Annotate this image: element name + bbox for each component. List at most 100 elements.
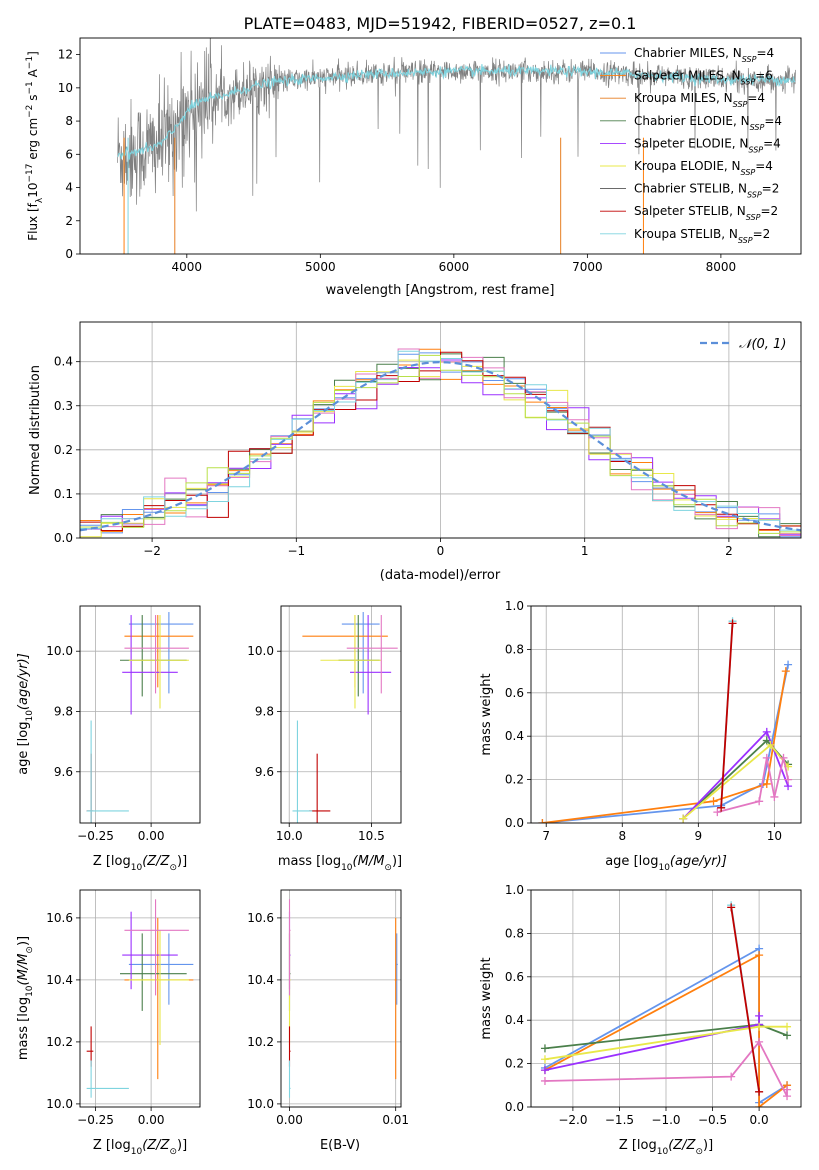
plot-area: [86, 612, 194, 823]
y-tick-label: 0.8: [505, 642, 524, 656]
y-tick-label: 0.2: [505, 773, 524, 787]
mass-weight-marker: [727, 903, 736, 912]
mass-weight-marker: [783, 1085, 792, 1094]
axes-frame: [79, 605, 201, 824]
y-tick-label: 9.8: [255, 704, 274, 718]
y-tick-label: 0: [65, 247, 73, 261]
x-tick-label: −0.25: [77, 829, 114, 843]
y-tick-label: 0.4: [505, 729, 524, 743]
legend-entry: Chabrier MILES, NSSP=4: [634, 46, 774, 64]
legend-entry: 𝒩(0, 1): [739, 337, 786, 352]
axis-label: Z [log10(Z/Z⊙)]: [93, 854, 187, 873]
mass-weight-line: [544, 953, 788, 1107]
age-vs-metallicity-panel: −0.25 0.00 9.6 9.8 10.0 Z [log10(Z/Z⊙)] age [l…: [16, 605, 201, 873]
y-tick-label: 0.6: [505, 970, 524, 984]
x-tick-label: 7: [542, 829, 550, 843]
y-tick-label: 0.2: [54, 443, 73, 457]
x-tick-label: 0.00: [276, 1113, 303, 1127]
axes-frame: [79, 321, 802, 539]
y-tick-label: 0.0: [505, 816, 524, 830]
mass-weight-marker: [762, 779, 771, 788]
legend-entry: Kroupa MILES, NSSP=4: [634, 91, 765, 109]
mass-weight-marker: [755, 797, 764, 806]
mass-weight-marker: [783, 1022, 792, 1031]
spectrum-panel: 4000 5000 6000 7000 8000 0 2 4 6 8 10 12 wavelength …: [25, 37, 802, 298]
mass-weight-line: [542, 670, 787, 823]
x-tick-label: −0.5: [698, 1113, 727, 1127]
y-tick-label: 0.0: [505, 1100, 524, 1114]
x-tick-label: 5000: [305, 260, 336, 274]
y-tick-label: 10.4: [247, 973, 274, 987]
y-tick-label: 6: [65, 147, 73, 161]
y-tick-label: 10.0: [46, 1097, 73, 1111]
x-tick-label: 1: [581, 544, 589, 558]
mass-weight-marker: [770, 792, 779, 801]
y-axis-label: mass weight: [479, 673, 494, 755]
mass-weight-marker: [779, 753, 788, 762]
model-spectrum-line: [117, 64, 796, 160]
y-tick-label: 0.8: [505, 926, 524, 940]
x-tick-label: 8: [618, 829, 626, 843]
mass-weight-marker: [783, 1031, 792, 1040]
x-axis-label: (data-model)/error: [380, 568, 501, 583]
x-tick-label: −1.5: [605, 1113, 634, 1127]
mass-weight-marker: [781, 667, 790, 676]
figure-title: PLATE=0483, MJD=51942, FIBERID=0527, z=0…: [244, 14, 637, 33]
legend-entry: Kroupa ELODIE, NSSP=4: [634, 159, 773, 177]
y-tick-label: 8: [65, 114, 73, 128]
mass-weight-marker: [755, 951, 764, 960]
plot-area: [538, 617, 793, 823]
mass-weight-marker: [784, 660, 793, 669]
mass-weight-marker: [762, 753, 771, 762]
mass-weight-marker: [709, 797, 718, 806]
y-tick-label: 10: [58, 81, 73, 95]
axes-frame: [280, 605, 402, 824]
x-tick-label: 0.00: [138, 1113, 165, 1127]
axes-frame: [530, 889, 802, 1108]
y-tick-label: 0.1: [54, 487, 73, 501]
y-tick-label: 10.4: [46, 973, 73, 987]
x-tick-label: 8000: [706, 260, 737, 274]
y-axis-label: Normed distribution: [28, 365, 43, 495]
mass-weight-marker: [762, 727, 771, 736]
legend-entry: Salpeter ELODIE, NSSP=4: [634, 136, 781, 154]
mass-weight-marker: [540, 1044, 549, 1053]
residual-histogram-panel: −2 −1 0 1 2 0.0 0.1 0.2 0.3 0.4 (data-model)/error…: [28, 321, 802, 583]
y-tick-label: 0.4: [54, 355, 73, 369]
axis-label: mass [log10(M/M⊙)]: [278, 854, 402, 873]
mass-weight-marker: [540, 1066, 549, 1075]
x-tick-label: 0.0: [750, 1113, 769, 1127]
plot-area: [86, 899, 194, 1098]
axis-label: Z [log10(Z/Z⊙)]: [93, 1138, 187, 1157]
axis-label: age [log10(age/yr)]: [605, 854, 727, 873]
x-tick-label: −2.0: [558, 1113, 587, 1127]
x-tick-label: −2: [143, 544, 161, 558]
mass-weight-marker: [755, 1022, 764, 1031]
mass-weight-vs-metallicity-panel: −2.0 −1.5 −1.0 −0.5 0.0 0.0 0.2 0.4 0.6 0.8 1.0 mas…: [479, 883, 802, 1157]
mass-weight-marker: [755, 1037, 764, 1046]
x-axis-label: E(B-V): [320, 1138, 360, 1153]
mass-weight-marker: [540, 1055, 549, 1064]
mass-weight-line: [717, 757, 789, 813]
mass-weight-line: [542, 664, 789, 823]
y-tick-label: 4: [65, 181, 73, 195]
axes-frame: [79, 889, 201, 1108]
plot-area: [288, 899, 398, 1098]
x-tick-label: 6000: [439, 260, 470, 274]
x-tick-label: 10.0: [276, 829, 303, 843]
y-tick-label: 10.2: [247, 1035, 274, 1049]
x-tick-label: 4000: [172, 260, 203, 274]
mass-weight-marker: [713, 808, 722, 817]
y-tick-label: 10.6: [46, 911, 73, 925]
y-tick-label: 9.8: [54, 704, 73, 718]
legend-entry: Kroupa STELIB, NSSP=2: [634, 227, 770, 245]
mass-weight-line: [730, 907, 760, 1092]
x-tick-label: 2: [725, 544, 733, 558]
mass-weight-marker: [540, 1076, 549, 1085]
y-tick-label: 12: [58, 48, 73, 62]
x-tick-label: −1: [287, 544, 305, 558]
y-axis-label: mass weight: [479, 957, 494, 1039]
x-tick-label: 9: [695, 829, 703, 843]
histogram-step-line: [80, 354, 801, 534]
y-tick-label: 10.0: [46, 644, 73, 658]
